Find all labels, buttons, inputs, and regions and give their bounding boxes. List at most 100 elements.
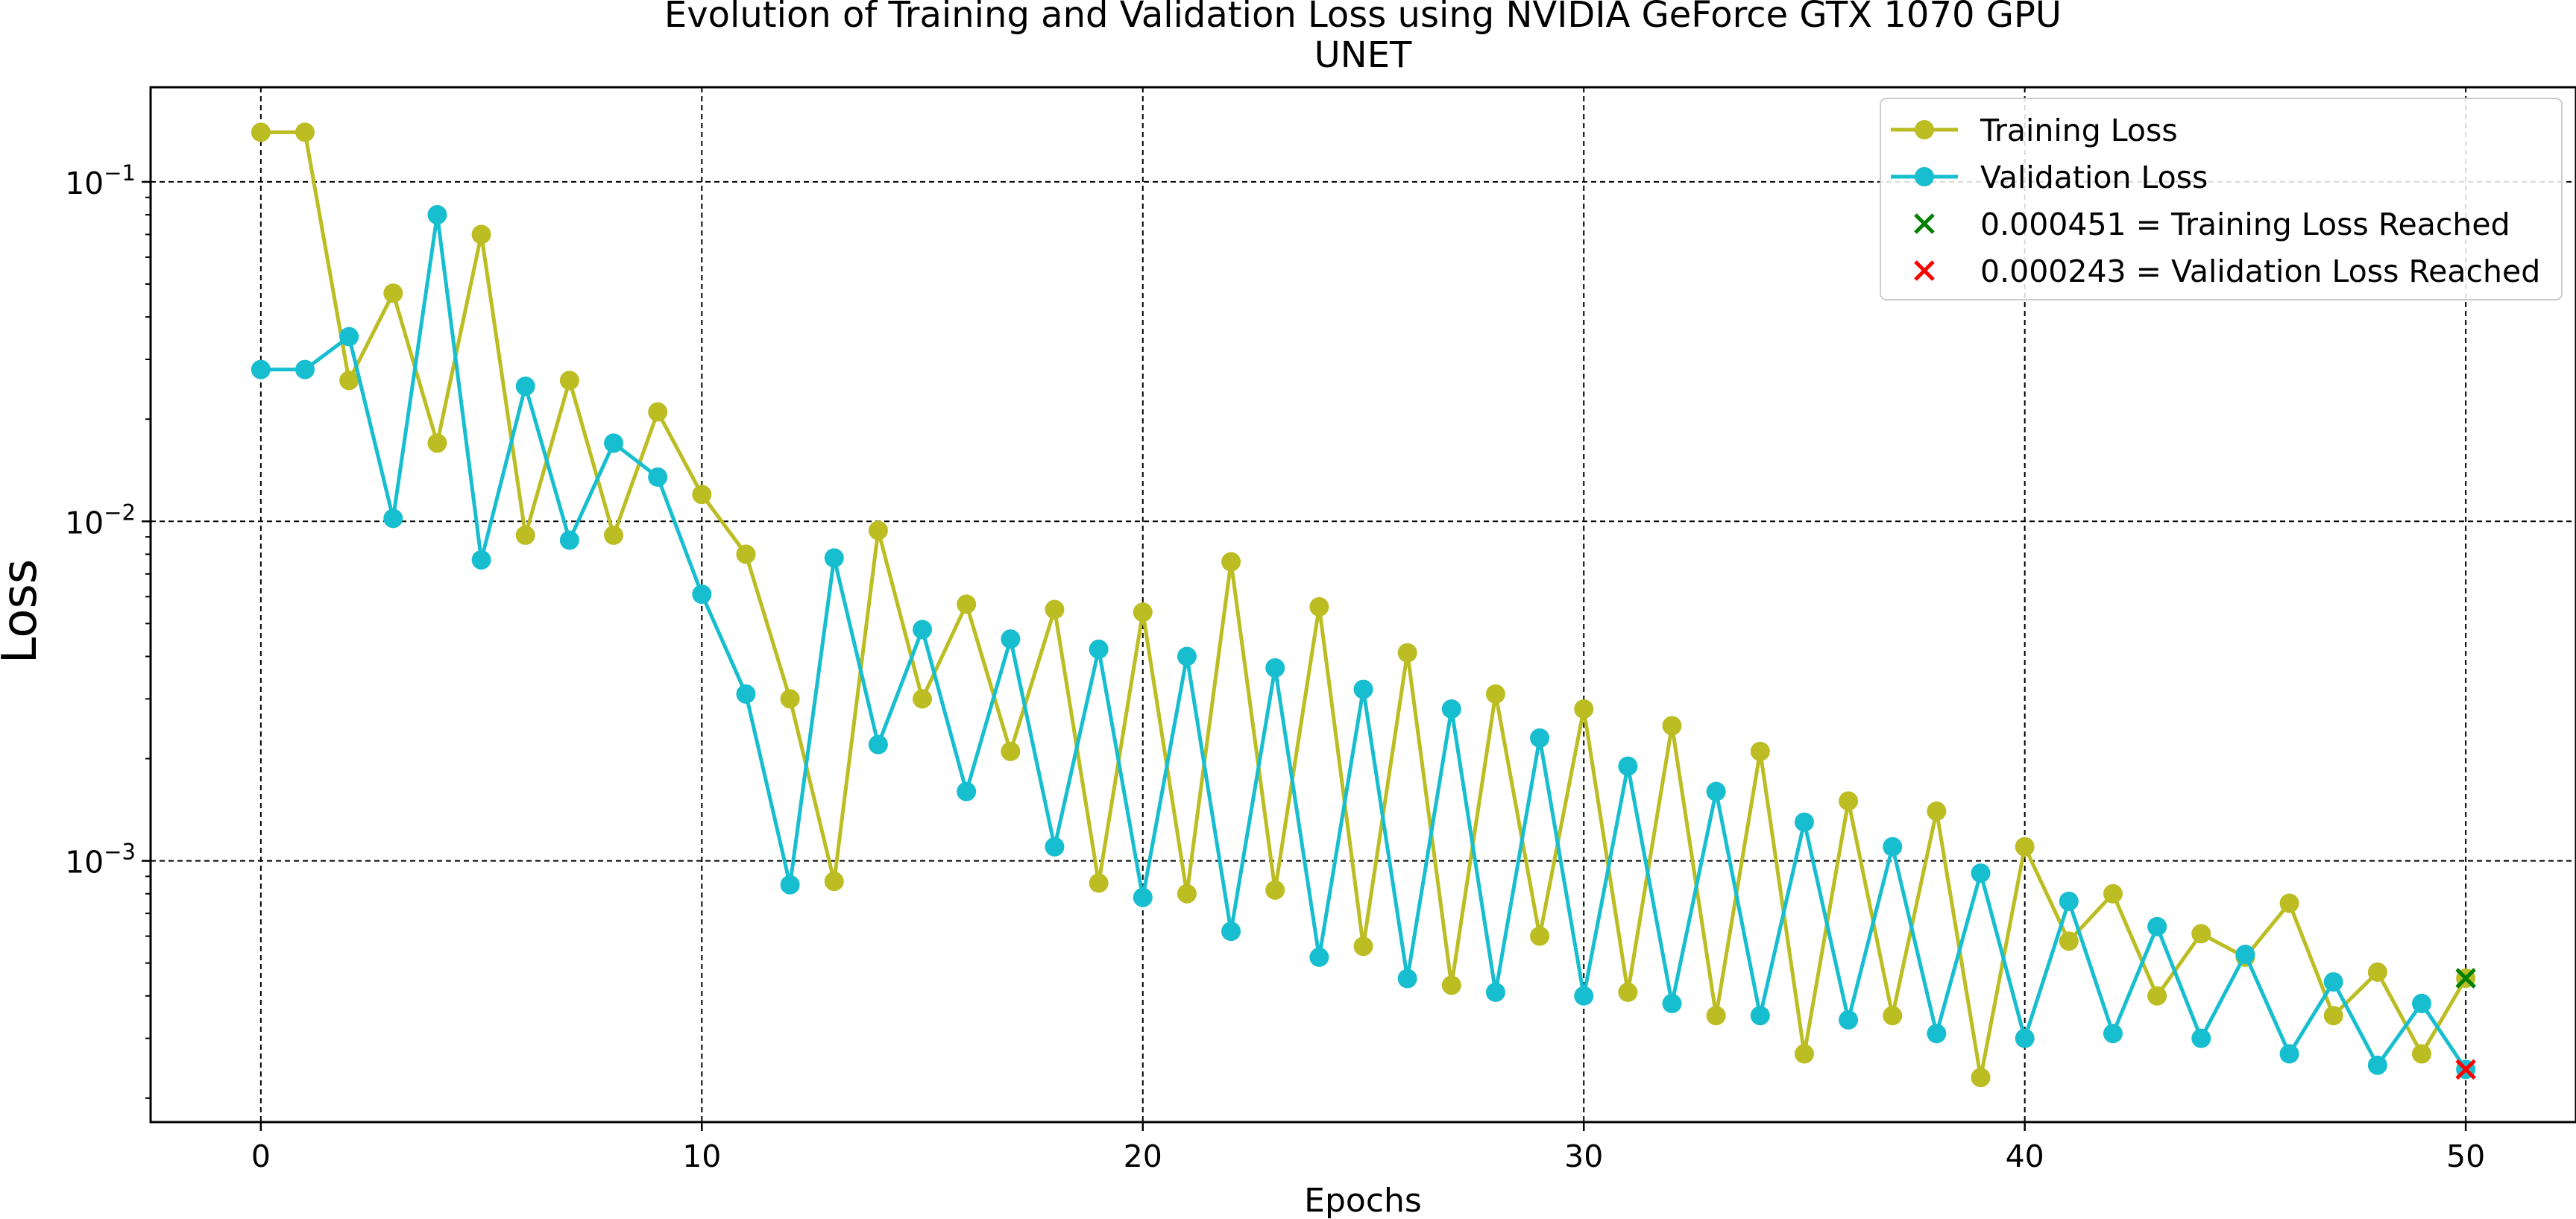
- training-loss-point: [913, 689, 933, 709]
- validation-loss-point: [1133, 887, 1153, 907]
- training-loss-point: [251, 122, 271, 142]
- plot-frame: [149, 86, 2576, 1124]
- training-loss-point: [824, 872, 844, 892]
- cross-stroke: [1914, 260, 1935, 281]
- training-loss-point: [515, 525, 535, 545]
- legend-training-reached-marker: [1914, 213, 1935, 234]
- y-tick-label: 10−3: [65, 840, 136, 881]
- axis-ticks: 0 10 20 30 40 50 10−3 10−2 10−1: [65, 160, 2485, 1174]
- validation-loss-point: [1530, 728, 1550, 748]
- validation-loss-point: [868, 734, 888, 755]
- validation-loss-point: [2323, 971, 2343, 992]
- x-tick-label: 20: [1124, 1138, 1162, 1174]
- validation-loss-point: [2235, 945, 2255, 965]
- validation-loss-point: [515, 377, 535, 397]
- validation-loss-point: [2191, 1028, 2211, 1048]
- legend-training-point: [1915, 120, 1934, 139]
- training-loss-point: [648, 402, 668, 422]
- validation-loss-point: [2411, 993, 2431, 1013]
- training-loss-point: [1794, 1044, 1814, 1064]
- training-loss-point: [1662, 716, 1682, 736]
- training-loss-point: [1133, 602, 1153, 623]
- training-loss-point: [427, 433, 447, 453]
- training-loss-point: [692, 485, 712, 505]
- validation-loss-point: [648, 467, 668, 487]
- training-loss-point: [780, 689, 800, 709]
- x-tick-label: 40: [2006, 1138, 2044, 1174]
- y-tick-label: 10−1: [65, 160, 136, 201]
- validation-loss-point: [1794, 812, 1814, 832]
- training-loss-point: [2367, 962, 2387, 982]
- training-loss-point: [1397, 643, 1417, 663]
- training-loss-point: [2323, 1006, 2343, 1026]
- training-loss-point: [1441, 975, 1461, 995]
- training-loss-point: [1221, 552, 1241, 572]
- training-loss-point: [1927, 801, 1947, 822]
- validation-loss-point: [1001, 629, 1021, 649]
- training-loss-point: [1530, 926, 1550, 946]
- legend-validation-point: [1915, 167, 1934, 186]
- training-loss-point: [2103, 883, 2123, 904]
- x-tick-label: 0: [251, 1138, 271, 1174]
- training-loss-point: [2191, 924, 2211, 944]
- validation-loss-point: [1089, 639, 1109, 659]
- legend-validation-label: Validation Loss: [1980, 160, 2208, 195]
- training-loss-point: [1750, 741, 1770, 761]
- legend-validation-reached-marker: [1914, 260, 1935, 281]
- validation-loss-point: [1618, 756, 1638, 776]
- validation-loss-point: [736, 684, 756, 704]
- validation-loss-point: [1927, 1024, 1947, 1044]
- training-loss-point: [2059, 931, 2079, 951]
- training-loss-point: [1309, 596, 1329, 617]
- validation-loss-point: [1045, 837, 1065, 857]
- validation-loss-point: [824, 548, 844, 568]
- training-loss-point: [339, 371, 359, 391]
- validation-reached-marker: [2455, 1059, 2476, 1080]
- x-tick-label: 30: [1564, 1138, 1603, 1174]
- validation-loss-point: [427, 205, 447, 225]
- validation-loss-point: [1839, 1009, 1859, 1030]
- x-tick-label: 50: [2446, 1138, 2485, 1174]
- validation-loss-point: [780, 875, 800, 895]
- validation-loss-point: [1883, 837, 1903, 857]
- validation-loss-point: [1177, 646, 1197, 667]
- training-loss-point: [1265, 880, 1285, 900]
- validation-loss-point: [1662, 993, 1682, 1013]
- training-loss-point: [1883, 1006, 1903, 1026]
- training-loss-point: [736, 544, 756, 564]
- training-loss-point: [471, 224, 491, 245]
- validation-loss-point: [1971, 863, 1991, 883]
- validation-loss-point: [471, 549, 491, 570]
- legend-box: [1880, 98, 2563, 300]
- validation-loss-point: [383, 508, 403, 529]
- training-loss-point: [604, 525, 624, 545]
- validation-loss-point: [1706, 781, 1726, 801]
- validation-loss-point: [2367, 1055, 2387, 1075]
- legend: Training Loss Validation Loss 0.000451 = T…: [1880, 98, 2563, 300]
- grid-lines: [151, 87, 2576, 1122]
- y-axis-label: Loss: [0, 559, 48, 664]
- training-loss-point: [559, 371, 579, 391]
- training-loss-point: [2411, 1044, 2431, 1064]
- training-loss-point: [1177, 883, 1197, 904]
- validation-loss-point: [1574, 986, 1594, 1006]
- training-loss-point: [1706, 1006, 1726, 1026]
- cross-stroke: [2455, 968, 2476, 989]
- training-loss-point: [295, 122, 315, 142]
- validation-loss-point: [1353, 679, 1373, 699]
- training-reached-marker: [2455, 968, 2476, 989]
- validation-loss-point: [2015, 1028, 2035, 1048]
- legend-training-reached-label: 0.000451 = Training Loss Reached: [1980, 207, 2510, 242]
- training-loss-point: [1971, 1068, 1991, 1088]
- training-loss-point: [1574, 699, 1594, 719]
- x-axis-label: Epochs: [1304, 1182, 1422, 1219]
- validation-loss-point: [1750, 1006, 1770, 1026]
- validation-loss-point: [2103, 1024, 2123, 1044]
- training-loss-point: [2015, 837, 2035, 857]
- validation-loss-point: [251, 359, 271, 379]
- training-loss-point: [1001, 741, 1021, 761]
- validation-loss-point: [2279, 1044, 2299, 1064]
- validation-loss-point: [2059, 891, 2079, 911]
- training-loss-point: [868, 520, 888, 541]
